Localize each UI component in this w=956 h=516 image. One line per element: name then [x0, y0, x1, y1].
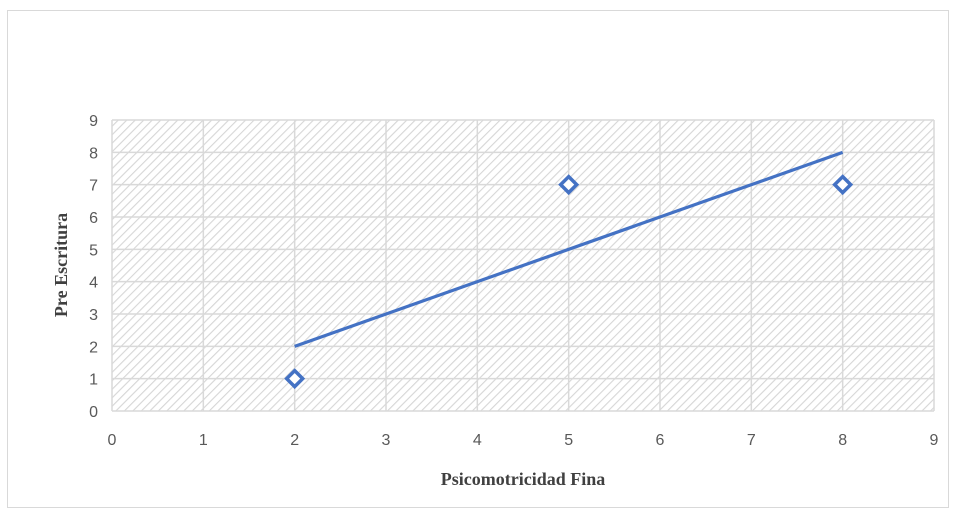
y-tick-label: 3 — [89, 307, 98, 324]
y-tick-label: 5 — [89, 242, 98, 259]
x-tick-label: 6 — [656, 432, 665, 449]
y-axis-title: Pre Escritura — [51, 213, 71, 317]
data-series — [284, 150, 854, 390]
x-tick-label: 2 — [290, 432, 299, 449]
x-tick-label: 7 — [747, 432, 756, 449]
data-point — [558, 174, 580, 196]
x-axis-title: Psicomotricidad Fina — [441, 469, 606, 489]
gridlines — [111, 119, 935, 412]
data-point — [832, 174, 854, 196]
y-tick-label: 0 — [89, 404, 98, 421]
x-tick-label: 9 — [930, 432, 939, 449]
x-tick-label: 5 — [564, 432, 573, 449]
x-tick-label: 3 — [382, 432, 391, 449]
x-tick-label: 4 — [473, 432, 482, 449]
y-tick-label: 2 — [89, 339, 98, 356]
data-point-marker — [832, 174, 854, 196]
y-tick-label: 8 — [89, 145, 98, 162]
x-tick-label: 1 — [199, 432, 208, 449]
x-tick-label: 8 — [838, 432, 847, 449]
y-tick-label: 7 — [89, 178, 98, 195]
x-tick-label: 0 — [108, 432, 117, 449]
trendline — [294, 150, 844, 348]
y-tick-label: 4 — [89, 275, 98, 292]
y-tick-label: 1 — [89, 372, 98, 389]
y-tick-label: 9 — [89, 113, 98, 130]
tick-labels: 0 1 2 3 4 5 6 7 8 9 0 1 2 3 4 5 6 7 8 9 — [89, 113, 938, 449]
data-point-marker — [558, 174, 580, 196]
data-point-marker — [284, 368, 306, 390]
y-tick-label: 6 — [89, 210, 98, 227]
data-point — [284, 368, 306, 390]
